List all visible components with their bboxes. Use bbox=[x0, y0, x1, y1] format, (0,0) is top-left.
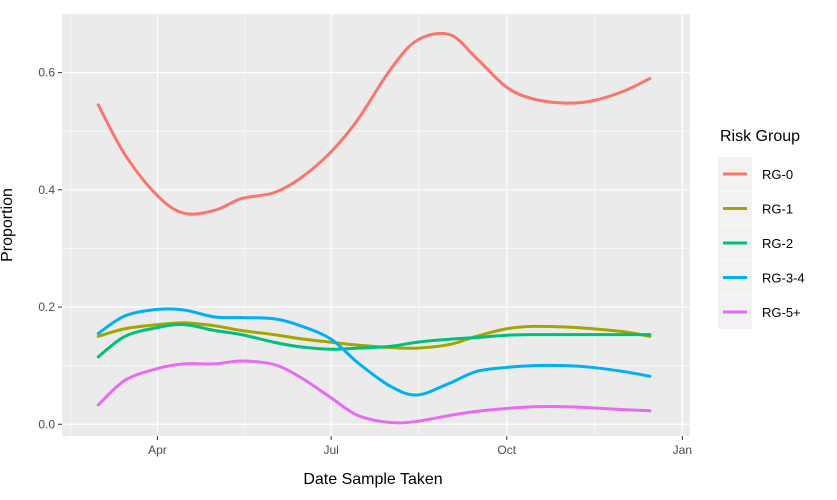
series-line-rg-5- bbox=[96, 359, 652, 425]
legend-label-rg-5-: RG-5+ bbox=[762, 305, 801, 320]
legend-title: Risk Group bbox=[720, 128, 800, 145]
legend: Risk Group RG-0 RG-1 RG-2 RG-3-4 RG-5+ bbox=[718, 128, 805, 329]
legend-label-rg-1: RG-1 bbox=[762, 202, 793, 217]
x-tick-label: Jul bbox=[323, 443, 338, 457]
legend-label-rg-0: RG-0 bbox=[762, 167, 793, 182]
series-lines bbox=[96, 31, 652, 425]
series-line-rg-2 bbox=[96, 323, 652, 359]
series-line-rg-3-4 bbox=[96, 307, 652, 397]
y-tick-label: 0.2 bbox=[38, 300, 55, 314]
x-tick-label: Oct bbox=[497, 443, 516, 457]
panel-background bbox=[62, 14, 690, 436]
x-tick-label: Jan bbox=[673, 443, 692, 457]
x-axis: Apr Jul Oct Jan bbox=[148, 436, 692, 457]
x-tick-label: Apr bbox=[148, 443, 167, 457]
y-axis-title: Proportion bbox=[0, 188, 16, 262]
y-axis: 0.0 0.2 0.4 0.6 bbox=[38, 66, 62, 431]
y-tick-label: 0.4 bbox=[38, 183, 55, 197]
legend-label-rg-2: RG-2 bbox=[762, 236, 793, 251]
y-tick-label: 0.6 bbox=[38, 66, 55, 80]
major-gridlines bbox=[62, 14, 690, 436]
y-tick-label: 0.0 bbox=[38, 417, 55, 431]
series-line-rg-0 bbox=[96, 31, 652, 216]
x-axis-title: Date Sample Taken bbox=[303, 471, 442, 488]
legend-label-rg-3-4: RG-3-4 bbox=[762, 271, 805, 286]
